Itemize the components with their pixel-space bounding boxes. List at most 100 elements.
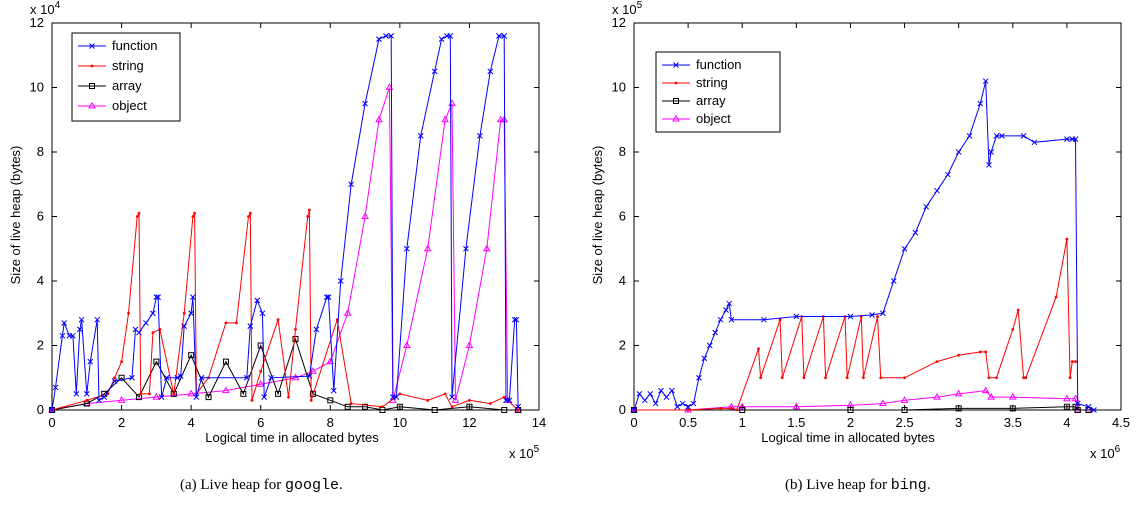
data-point (1024, 376, 1028, 380)
data-point (376, 36, 382, 42)
data-point (441, 115, 449, 123)
data-point (259, 369, 263, 373)
data-point (496, 33, 502, 39)
data-point (417, 133, 424, 139)
y-tick-label: 6 (37, 209, 44, 224)
data-point (152, 392, 161, 400)
data-point (515, 407, 522, 413)
data-point (641, 397, 648, 404)
data-point (256, 379, 265, 387)
legend-label: string (696, 75, 728, 90)
y-multiplier: x 105 (612, 0, 643, 17)
data-point (802, 376, 806, 380)
data-point (696, 374, 702, 381)
data-point (94, 316, 101, 323)
data-point (685, 403, 691, 410)
data-point (847, 407, 854, 413)
legend-label: array (696, 93, 726, 108)
data-point (49, 407, 55, 413)
data-point (294, 327, 297, 331)
x-tick-label: 3 (955, 415, 962, 430)
data-point (361, 212, 369, 219)
data-point (276, 318, 280, 322)
data-point (981, 386, 990, 394)
data-point (672, 114, 680, 122)
x-axis-label: Logical time in allocated bytes (205, 430, 379, 445)
data-point (847, 313, 854, 320)
x-tick-label: 0 (48, 415, 55, 430)
data-point (977, 100, 984, 107)
legend-entry-function: function (662, 57, 742, 72)
data-point (1074, 360, 1077, 364)
x-multiplier: x 105 (509, 444, 540, 461)
data-point (101, 394, 108, 400)
data-point (1085, 407, 1092, 413)
legend-label: function (112, 38, 158, 53)
data-point (426, 398, 430, 402)
data-point (501, 33, 508, 39)
data-point (684, 405, 692, 413)
data-point (190, 294, 196, 300)
data-point (348, 181, 355, 188)
data-point (647, 391, 654, 397)
data-point (987, 376, 991, 380)
data-point (135, 215, 139, 218)
data-point (780, 376, 784, 380)
data-point (978, 350, 982, 354)
data-point (739, 407, 746, 413)
data-point (85, 398, 89, 402)
data-point (466, 403, 473, 410)
x-tick-label: 6 (257, 415, 264, 430)
x-multiplier: x 106 (1090, 444, 1121, 461)
data-point (205, 394, 212, 401)
data-point (423, 244, 432, 252)
series-line (634, 239, 1076, 411)
data-point (723, 307, 729, 313)
data-point (719, 406, 722, 410)
data-point (155, 294, 161, 300)
data-point (631, 407, 637, 413)
legend-label: string (112, 58, 144, 73)
data-point (1065, 237, 1069, 241)
data-point (663, 394, 670, 400)
data-point (172, 392, 176, 396)
data-point (191, 215, 195, 218)
y-tick-label: 6 (619, 209, 626, 224)
data-point (129, 374, 135, 381)
series-line (634, 390, 1089, 411)
data-point (935, 360, 939, 364)
data-point (118, 374, 125, 381)
series-object (630, 386, 1093, 413)
data-point (385, 83, 394, 90)
data-point (398, 392, 402, 396)
data-point (463, 245, 469, 252)
data-point (982, 78, 989, 84)
data-point (76, 326, 83, 333)
data-point (1091, 407, 1097, 413)
y-tick-label: 12 (30, 15, 44, 30)
data-point (88, 101, 96, 109)
data-point (923, 203, 930, 210)
data-point (306, 373, 313, 379)
data-point (506, 397, 513, 404)
data-point (903, 376, 906, 380)
data-point (381, 405, 384, 409)
data-point (234, 321, 238, 325)
data-point (880, 310, 886, 317)
legend-label: function (696, 57, 742, 72)
data-point (934, 187, 940, 194)
data-point (275, 390, 282, 397)
data-point (383, 33, 389, 39)
data-point (240, 390, 247, 397)
data-point (61, 320, 68, 326)
data-point (728, 316, 735, 323)
data-point (673, 98, 679, 104)
data-point (137, 211, 141, 215)
data-point (995, 376, 998, 380)
data-point (712, 329, 719, 336)
data-point (869, 312, 875, 318)
data-point (1009, 405, 1016, 412)
series-array (631, 403, 1092, 413)
series-string (632, 237, 1077, 412)
